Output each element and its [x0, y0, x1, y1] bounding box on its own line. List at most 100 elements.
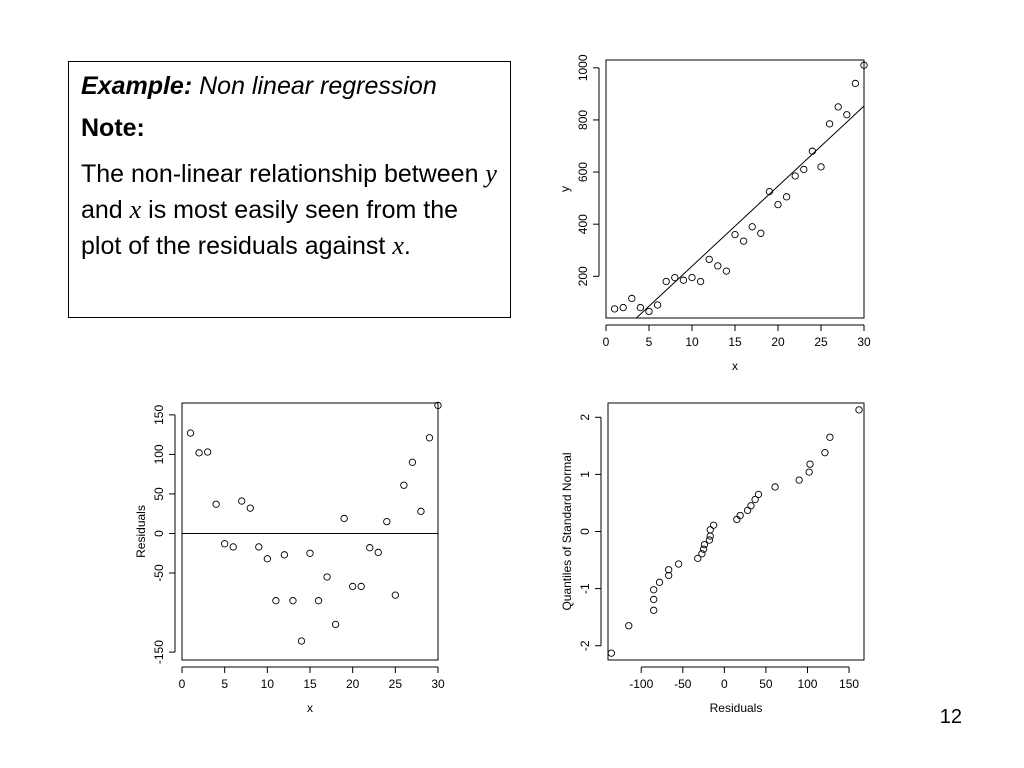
chart2-data-point: [297, 637, 306, 645]
chart3-x-axis-label: Residuals: [710, 701, 763, 715]
chart3-data-point: [665, 571, 673, 580]
chart3-data-point: [700, 540, 709, 549]
chart2-plot-frame: [181, 402, 439, 661]
note-heading: Note:: [81, 114, 145, 142]
chart2-data-point: [400, 481, 408, 489]
chart2-data-point: [434, 401, 442, 410]
chart1-data-point: [653, 301, 662, 309]
chart1-y-tick-label: 1000: [576, 54, 590, 81]
chart3-data-point: [821, 449, 829, 457]
chart2-data-point: [238, 497, 246, 505]
chart1-y-axis-label: y: [558, 186, 572, 192]
page-number: 12: [939, 706, 962, 728]
chart2-y-tick-label: 100: [152, 444, 166, 464]
chart3-data-point: [655, 578, 664, 586]
chart1-y-tick-label: 400: [576, 214, 590, 234]
chart1-data-point: [834, 103, 842, 111]
chart2-data-point: [229, 543, 237, 551]
chart1-data-point: [765, 187, 774, 196]
chart2-data-point: [255, 543, 263, 551]
chart3-data-point: [771, 483, 779, 491]
chart2-data-point: [357, 582, 365, 591]
chart3-y-tick-label: 2: [578, 414, 592, 421]
chart2-data-point: [263, 555, 271, 563]
chart2-y-tick-label: -150: [152, 640, 166, 664]
chart2-data-point: [221, 540, 229, 548]
chart2-x-tick-label: 15: [303, 677, 317, 691]
example-label: Example:: [81, 72, 193, 100]
chart1-data-point: [662, 277, 670, 286]
chart1-fit-line: [635, 105, 864, 318]
chart3-data-point: [699, 545, 708, 553]
chart3-data-point: [706, 532, 714, 540]
chart2-x-tick-label: 20: [346, 677, 360, 691]
chart2-data-point: [272, 597, 280, 605]
chart3-data-point: [795, 476, 803, 484]
chart1-x-tick-label: 25: [814, 335, 828, 349]
chart3-data-point: [747, 502, 755, 510]
chart1-y-tick-label: 200: [576, 266, 590, 286]
chart2-x-tick-label: 30: [431, 677, 445, 691]
chart2-y-tick-label: 0: [152, 530, 166, 537]
chart1-data-point: [628, 294, 636, 303]
chart2-x-tick-label: 0: [179, 677, 186, 691]
chart2-data-point: [186, 429, 195, 437]
chart1-data-point: [757, 229, 765, 237]
chart3-data-point: [855, 406, 863, 414]
chart2-data-point: [340, 514, 348, 523]
chart3-data-point: [607, 649, 615, 657]
chart3-y-tick-label: 0: [578, 528, 592, 535]
chart3-plot-frame: [607, 402, 865, 661]
chart1-data-point: [636, 303, 645, 312]
chart2-data-point: [246, 504, 254, 512]
chart3-data-point: [625, 622, 633, 630]
chart1-data-point: [774, 200, 782, 209]
chart2-data-point: [383, 517, 391, 526]
chart3-data-point: [733, 515, 741, 524]
chart2-data-point: [374, 548, 382, 557]
var-x-2: x: [392, 231, 404, 260]
note-body: The non-linear relationship between y an…: [81, 156, 498, 264]
chart2-x-axis-label: x: [307, 701, 313, 715]
chart2-data-point: [323, 573, 331, 581]
chart2-data-point: [195, 449, 203, 457]
chart2-data-point: [280, 551, 289, 559]
chart2-y-tick-label: 50: [152, 487, 166, 501]
chart3-data-point: [709, 521, 718, 529]
chart3-y-tick-label: 1: [578, 471, 592, 478]
chart1-data-point: [705, 255, 713, 264]
chart3-data-point: [826, 433, 834, 441]
chart3-data-point: [674, 560, 683, 568]
chart1-data-point: [619, 303, 627, 312]
chart1-data-point: [782, 193, 791, 201]
chart2-y-tick-label: -50: [152, 564, 166, 582]
chart1-x-tick-label: 10: [685, 335, 699, 349]
chart1-data-point: [791, 172, 799, 180]
chart3-data-point: [665, 566, 673, 574]
chart3-data-point: [694, 554, 702, 562]
chart1-data-point: [688, 273, 696, 282]
chart3-data-point: [705, 536, 714, 544]
chart1-data-point: [731, 230, 739, 239]
chart3-data-point: [743, 506, 752, 515]
chart1-data-point: [851, 79, 860, 88]
chart2-data-point: [417, 507, 425, 515]
var-x: x: [129, 195, 142, 224]
chart1-data-point: [843, 111, 851, 119]
chart1-x-tick-label: 30: [857, 335, 871, 349]
chart2-data-point: [331, 620, 340, 629]
chart2-x-tick-label: 10: [261, 677, 275, 691]
chart2-data-point: [366, 544, 374, 552]
chart2-data-point: [349, 582, 357, 591]
chart1-y-tick-label: 800: [576, 110, 590, 130]
chart2-data-point: [306, 549, 314, 557]
chart1-x-tick-label: 15: [728, 335, 742, 349]
chart3-y-axis-label: Quantiles of Standard Normal: [560, 452, 574, 610]
chart1-data-point: [860, 61, 868, 69]
chart1-y-tick-label: 600: [576, 162, 590, 182]
chart1-data-point: [800, 165, 808, 174]
chart1-data-point: [714, 262, 722, 270]
note-text-2: and: [81, 196, 130, 224]
chart3-x-tick-label: 0: [721, 677, 728, 691]
chart3-data-point: [806, 460, 814, 468]
